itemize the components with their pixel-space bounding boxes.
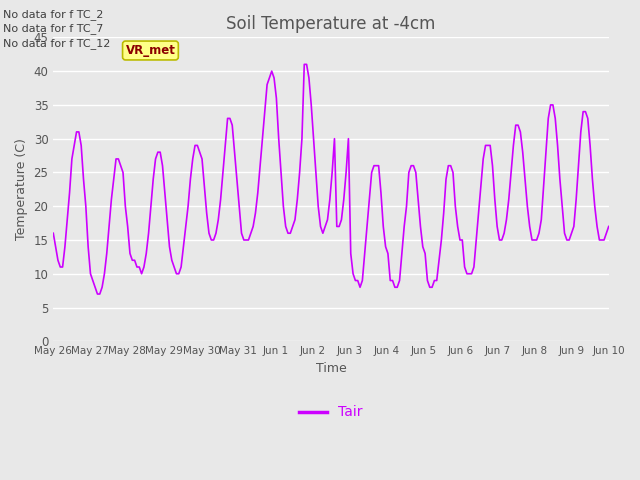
Text: VR_met: VR_met [125, 44, 175, 57]
Tair [140, 264, 148, 270]
Y-axis label: Temperature (C): Temperature (C) [15, 138, 28, 240]
Tair [86, 271, 94, 276]
Tair [605, 224, 612, 229]
Tair [300, 61, 308, 67]
Text: No data for f TC_7: No data for f TC_7 [3, 23, 104, 34]
Line: Tair: Tair [53, 64, 609, 294]
Tair [570, 224, 578, 229]
Tair [93, 291, 101, 297]
Tair [49, 230, 57, 236]
Text: No data for f TC_2: No data for f TC_2 [3, 9, 104, 20]
Legend: Tair: Tair [294, 400, 368, 425]
Title: Soil Temperature at -4cm: Soil Temperature at -4cm [227, 15, 436, 33]
X-axis label: Time: Time [316, 362, 346, 375]
Tair [240, 237, 248, 243]
Text: No data for f TC_12: No data for f TC_12 [3, 37, 111, 48]
Tair [421, 251, 429, 256]
Tair [73, 129, 81, 135]
